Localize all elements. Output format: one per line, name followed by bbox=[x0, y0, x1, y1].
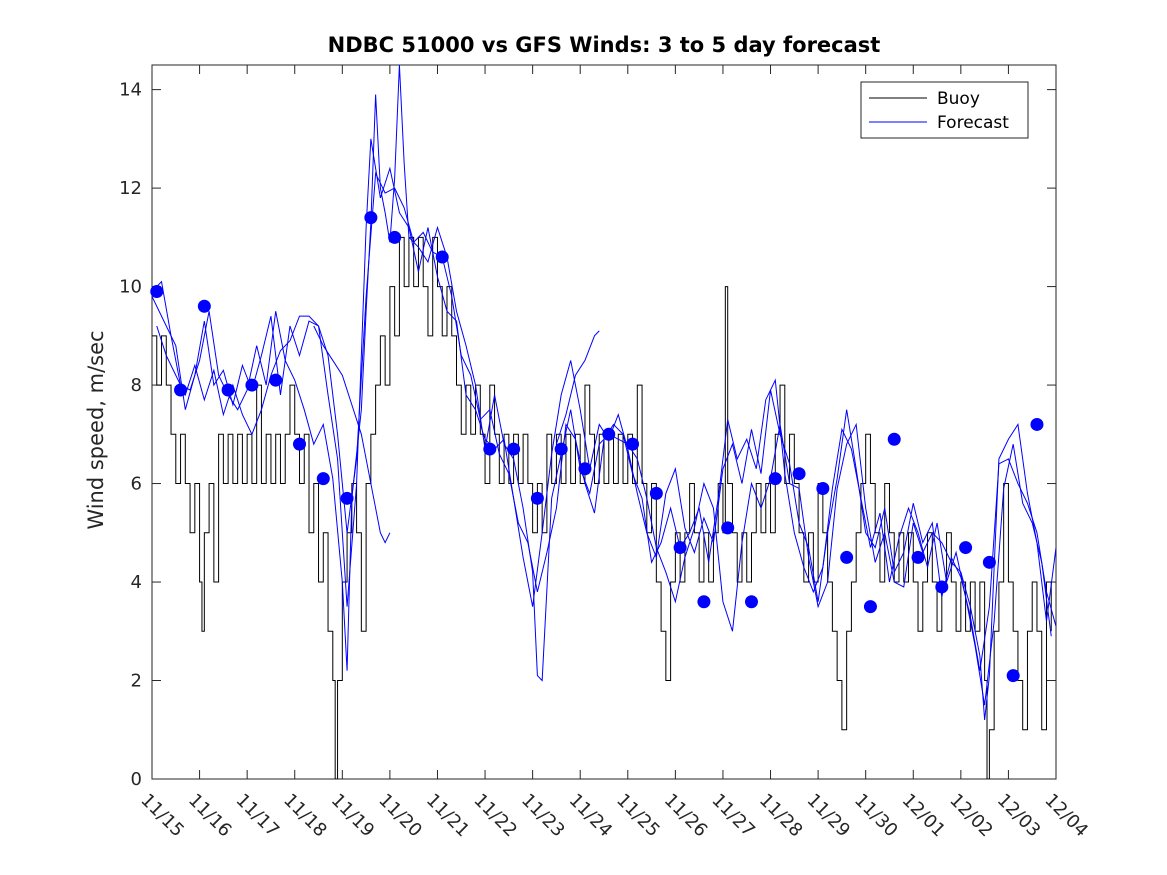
forecast-marker bbox=[269, 373, 283, 387]
x-tick-label: 12/02 bbox=[945, 790, 997, 842]
forecast-marker bbox=[911, 550, 925, 564]
x-tick-label: 12/01 bbox=[898, 790, 950, 842]
forecast-marker bbox=[840, 550, 854, 564]
x-tick-label: 11/23 bbox=[517, 790, 569, 842]
forecast-marker bbox=[530, 491, 544, 505]
x-tick-label: 11/17 bbox=[232, 790, 284, 842]
forecast-marker bbox=[507, 442, 521, 456]
forecast-marker bbox=[768, 472, 782, 486]
forecast-marker bbox=[245, 378, 259, 392]
y-axis-label: Wind speed, m/sec bbox=[84, 330, 108, 529]
forecast-marker bbox=[697, 595, 711, 609]
forecast-marker bbox=[673, 541, 687, 555]
forecast-marker bbox=[150, 285, 164, 299]
forecast-marker bbox=[316, 472, 330, 486]
x-tick-label: 11/22 bbox=[470, 790, 522, 842]
forecast-marker bbox=[721, 521, 735, 535]
legend-label-forecast: Forecast bbox=[937, 113, 1009, 133]
y-tick-label: 2 bbox=[131, 671, 142, 692]
forecast-marker bbox=[340, 491, 354, 505]
forecast-marker bbox=[221, 383, 235, 397]
forecast-marker bbox=[649, 486, 663, 500]
x-tick-label: 11/27 bbox=[707, 790, 759, 842]
forecast-marker bbox=[626, 437, 640, 451]
forecast-marker bbox=[744, 595, 758, 609]
y-tick-label: 8 bbox=[131, 375, 142, 396]
forecast-marker bbox=[174, 383, 188, 397]
forecast-marker bbox=[935, 580, 949, 594]
plot-area: 0246810121411/1511/1611/1711/1811/1911/2… bbox=[119, 64, 1092, 842]
y-tick-label: 12 bbox=[119, 178, 142, 199]
y-tick-label: 14 bbox=[119, 80, 142, 101]
forecast-marker bbox=[1030, 417, 1044, 431]
x-tick-label: 12/03 bbox=[993, 790, 1045, 842]
x-tick-label: 11/29 bbox=[803, 790, 855, 842]
x-tick-label: 11/21 bbox=[422, 790, 474, 842]
chart-title: NDBC 51000 vs GFS Winds: 3 to 5 day fore… bbox=[328, 33, 881, 57]
legend: Buoy Forecast bbox=[860, 81, 1029, 139]
forecast-marker bbox=[887, 432, 901, 446]
forecast-marker bbox=[292, 437, 306, 451]
forecast-marker bbox=[959, 541, 973, 555]
forecast-series-line bbox=[555, 330, 600, 445]
forecast-series-line bbox=[156, 171, 1052, 706]
x-tick-label: 11/30 bbox=[850, 790, 902, 842]
y-tick-label: 4 bbox=[131, 572, 142, 593]
forecast-marker bbox=[554, 442, 568, 456]
legend-label-buoy: Buoy bbox=[937, 89, 980, 109]
y-tick-label: 0 bbox=[131, 769, 142, 790]
x-tick-label: 11/28 bbox=[755, 790, 807, 842]
x-tick-label: 11/20 bbox=[374, 790, 426, 842]
forecast-marker bbox=[578, 462, 592, 476]
x-tick-label: 11/15 bbox=[136, 790, 188, 842]
axes-box bbox=[151, 64, 1057, 780]
legend-box bbox=[860, 81, 1029, 139]
x-tick-label: 11/18 bbox=[279, 790, 331, 842]
forecast-marker bbox=[602, 427, 616, 441]
y-tick-label: 6 bbox=[131, 474, 142, 495]
x-tick-label: 11/26 bbox=[660, 790, 712, 842]
forecast-marker bbox=[388, 230, 402, 244]
forecast-marker bbox=[197, 299, 211, 313]
x-tick-label: 11/16 bbox=[184, 790, 236, 842]
x-tick-label: 11/25 bbox=[612, 790, 664, 842]
x-tick-label: 12/04 bbox=[1040, 790, 1092, 842]
forecast-series-line bbox=[313, 325, 391, 544]
forecast-marker bbox=[816, 481, 830, 495]
x-tick-label: 11/19 bbox=[327, 790, 379, 842]
forecast-marker bbox=[483, 442, 497, 456]
forecast-marker bbox=[1006, 669, 1020, 683]
x-tick-label: 11/24 bbox=[565, 790, 617, 842]
y-tick-label: 10 bbox=[119, 277, 142, 298]
forecast-marker bbox=[435, 250, 449, 264]
forecast-marker bbox=[863, 600, 877, 614]
forecast-marker bbox=[792, 467, 806, 481]
forecast-marker bbox=[982, 555, 996, 569]
forecast-marker bbox=[364, 211, 378, 225]
